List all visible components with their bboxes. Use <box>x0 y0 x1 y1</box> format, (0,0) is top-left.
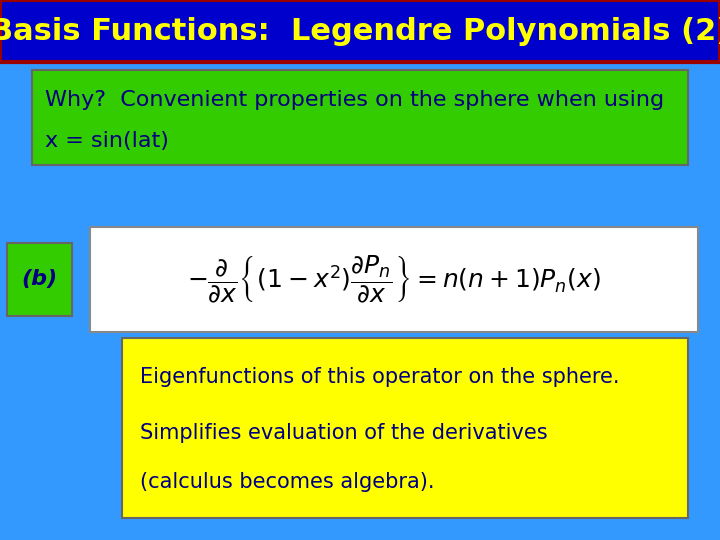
FancyBboxPatch shape <box>122 338 688 518</box>
FancyBboxPatch shape <box>0 0 720 62</box>
Text: x = sin(lat): x = sin(lat) <box>45 131 169 151</box>
Text: Simplifies evaluation of the derivatives: Simplifies evaluation of the derivatives <box>140 423 548 443</box>
FancyBboxPatch shape <box>32 70 688 165</box>
Text: Eigenfunctions of this operator on the sphere.: Eigenfunctions of this operator on the s… <box>140 367 620 387</box>
Text: (calculus becomes algebra).: (calculus becomes algebra). <box>140 472 435 492</box>
Text: Why?  Convenient properties on the sphere when using: Why? Convenient properties on the sphere… <box>45 90 665 111</box>
Text: $-\dfrac{\partial}{\partial x}\left\{(1-x^2)\dfrac{\partial P_n}{\partial x}\rig: $-\dfrac{\partial}{\partial x}\left\{(1-… <box>187 254 601 305</box>
FancyBboxPatch shape <box>7 243 72 316</box>
FancyBboxPatch shape <box>90 227 698 332</box>
Text: (b): (b) <box>22 269 58 289</box>
Text: Basis Functions:  Legendre Polynomials (2): Basis Functions: Legendre Polynomials (2… <box>0 17 720 45</box>
